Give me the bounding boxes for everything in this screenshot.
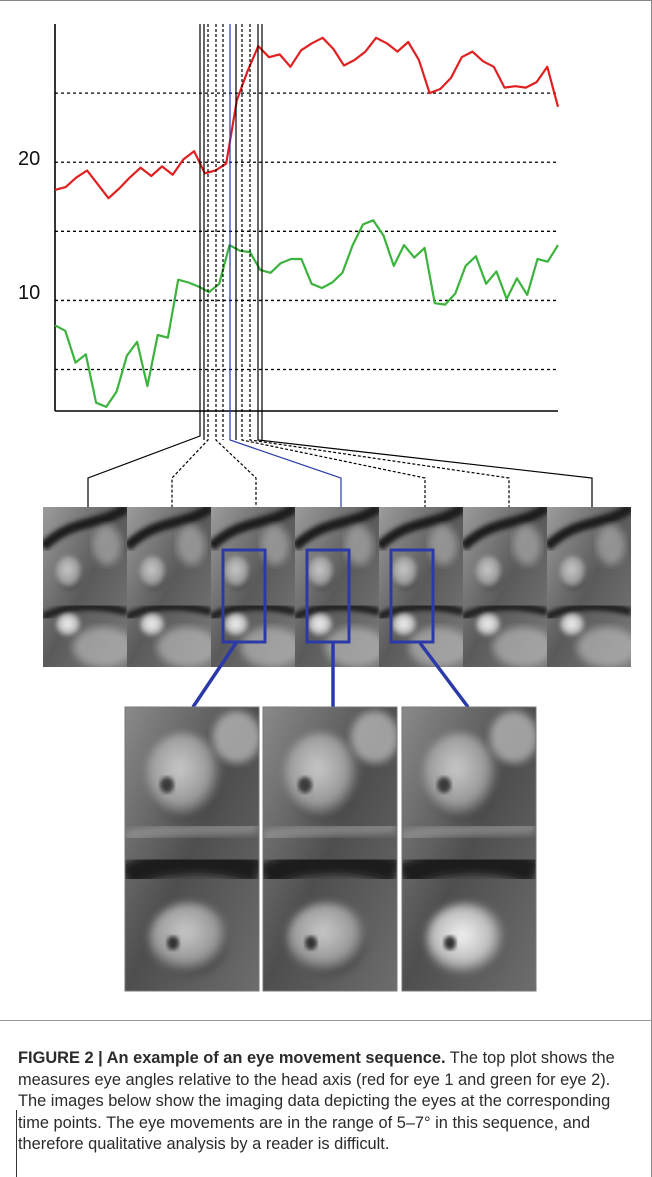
zoomed-eye-crops — [124, 706, 537, 992]
zoom-connectors — [191, 641, 470, 709]
time-marker-6 — [249, 24, 510, 507]
zoomed-crop — [401, 706, 537, 992]
caption-label: FIGURE 2 | An example of an eye movement… — [18, 1049, 446, 1067]
time-marker-3 — [215, 24, 257, 507]
series-line-eye-2 — [54, 219, 559, 408]
time-point-markers — [87, 24, 593, 507]
mri-frame — [547, 507, 631, 667]
caption-divider — [0, 1020, 652, 1021]
zoomed-crop — [124, 706, 260, 992]
highlight-box — [221, 548, 267, 644]
mri-image-strip — [43, 507, 631, 667]
mri-frame — [463, 507, 547, 667]
mri-frame — [211, 507, 295, 667]
series-layer — [54, 36, 560, 408]
time-marker-5 — [241, 24, 426, 507]
y-tick-label: 20 — [18, 148, 40, 170]
plot-axes — [54, 24, 558, 412]
column-rule — [16, 1110, 17, 1177]
highlight-box — [305, 548, 351, 644]
zoom-connector-1 — [191, 642, 238, 708]
gridlines — [55, 92, 558, 371]
time-marker-7 — [257, 24, 593, 507]
time-marker-1 — [87, 24, 201, 507]
eye-movement-figure: 20 10 — [18, 24, 631, 992]
caption-text: The top plot shows the measures eye angl… — [18, 1049, 615, 1153]
y-tick-labels: 20 10 — [18, 148, 40, 304]
time-marker-2 — [171, 24, 209, 507]
series-line-eye-1 — [54, 36, 560, 200]
highlight-box — [389, 548, 435, 644]
mri-frame — [127, 507, 211, 667]
figure-caption: FIGURE 2 | An example of an eye movement… — [18, 1048, 640, 1156]
mri-frame — [295, 507, 379, 667]
zoom-connector-3 — [418, 641, 470, 709]
mri-frame — [43, 507, 127, 667]
zoomed-crop — [262, 706, 398, 992]
time-marker-4 — [229, 24, 342, 507]
mri-frame — [379, 507, 463, 667]
y-tick-label: 10 — [18, 282, 40, 304]
